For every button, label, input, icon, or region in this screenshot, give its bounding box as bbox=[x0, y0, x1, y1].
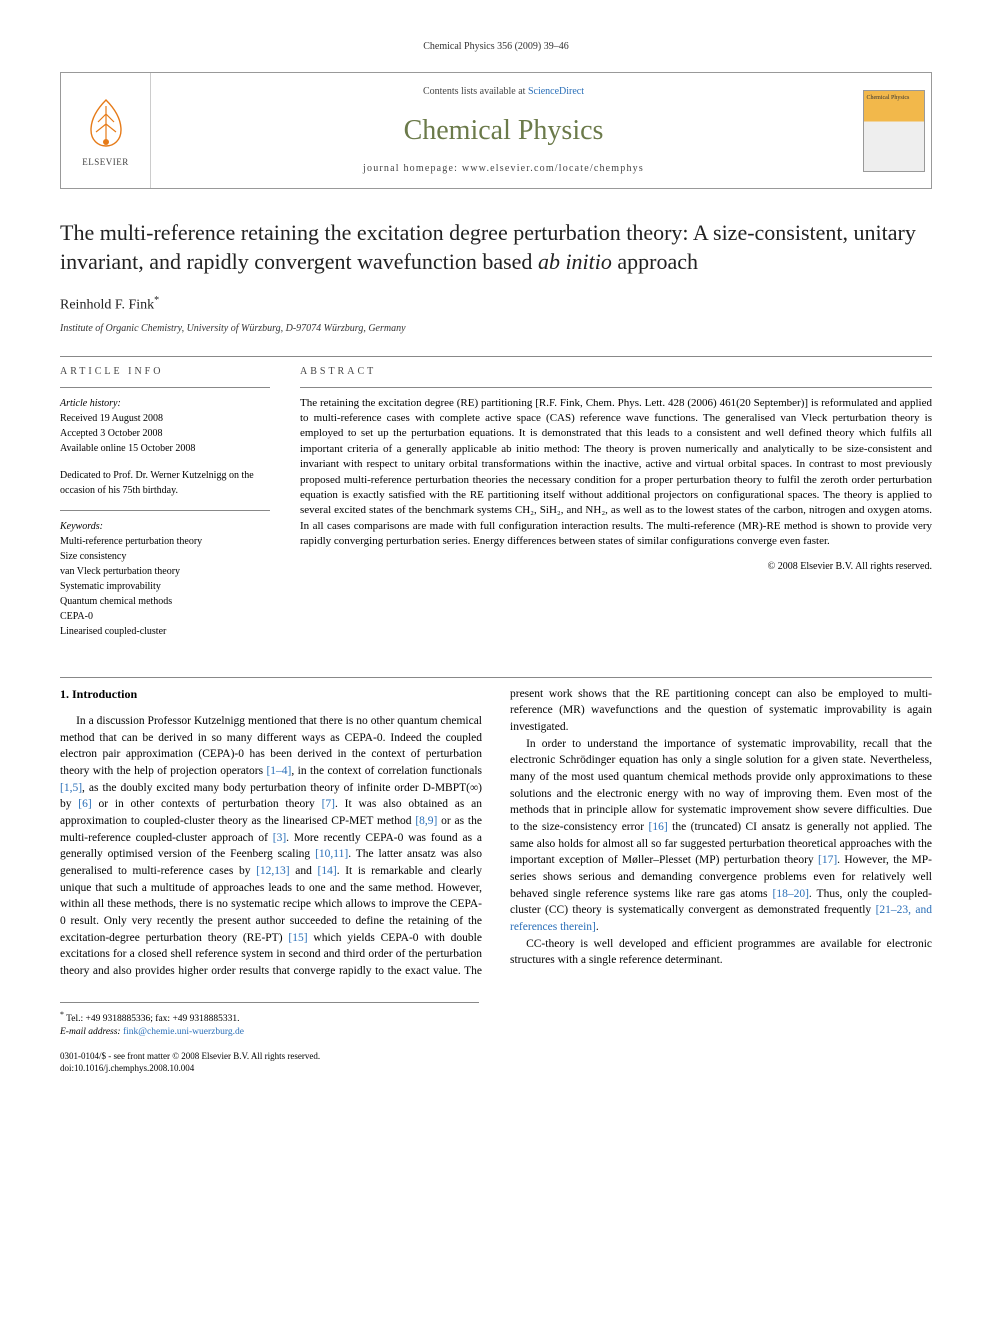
doi-block: 0301-0104/$ - see front matter © 2008 El… bbox=[60, 1050, 932, 1075]
cover-thumbnail-block: Chemical Physics bbox=[856, 73, 931, 188]
keywords-list: Multi-reference perturbation theorySize … bbox=[60, 534, 270, 639]
abstract-label: ABSTRACT bbox=[300, 365, 932, 379]
abstract-column: ABSTRACT The retaining the excitation de… bbox=[300, 365, 932, 651]
footnote-email-line: E-mail address: fink@chemie.uni-wuerzbur… bbox=[60, 1026, 479, 1039]
author-affiliation: Institute of Organic Chemistry, Universi… bbox=[60, 322, 932, 336]
history-label: Article history: bbox=[60, 396, 270, 411]
divider bbox=[60, 677, 932, 678]
section-heading-introduction: 1. Introduction bbox=[60, 686, 482, 703]
journal-homepage-line: journal homepage: www.elsevier.com/locat… bbox=[151, 162, 856, 176]
abstract-text: The retaining the excitation degree (RE)… bbox=[300, 396, 932, 550]
received-date: Received 19 August 2008 bbox=[60, 411, 270, 426]
elsevier-tree-icon bbox=[76, 92, 136, 152]
keyword-item: Systematic improvability bbox=[60, 579, 270, 594]
author-note-marker: * bbox=[154, 295, 159, 306]
author-text: Reinhold F. Fink bbox=[60, 298, 154, 313]
doi-line: doi:10.1016/j.chemphys.2008.10.004 bbox=[60, 1062, 932, 1075]
sciencedirect-link[interactable]: ScienceDirect bbox=[528, 86, 584, 97]
email-label: E-mail address: bbox=[60, 1027, 121, 1037]
divider bbox=[60, 356, 932, 357]
keywords-block: Keywords: Multi-reference perturbation t… bbox=[60, 519, 270, 639]
front-matter-line: 0301-0104/$ - see front matter © 2008 El… bbox=[60, 1050, 932, 1063]
article-info-label: ARTICLE INFO bbox=[60, 365, 270, 379]
journal-cover-thumbnail: Chemical Physics bbox=[863, 90, 925, 172]
journal-name: Chemical Physics bbox=[151, 111, 856, 150]
article-history-block: Article history: Received 19 August 2008… bbox=[60, 396, 270, 456]
publisher-logo-block: ELSEVIER bbox=[61, 73, 151, 188]
homepage-url: www.elsevier.com/locate/chemphys bbox=[462, 163, 644, 174]
contents-available-line: Contents lists available at ScienceDirec… bbox=[151, 85, 856, 99]
running-head: Chemical Physics 356 (2009) 39–46 bbox=[60, 40, 932, 54]
intro-paragraph-2: In order to understand the importance of… bbox=[510, 736, 932, 936]
info-abstract-row: ARTICLE INFO Article history: Received 1… bbox=[60, 365, 932, 651]
contents-prefix: Contents lists available at bbox=[423, 86, 528, 97]
divider bbox=[60, 510, 270, 511]
keyword-item: Linearised coupled-cluster bbox=[60, 624, 270, 639]
divider bbox=[300, 387, 932, 388]
author-email[interactable]: fink@chemie.uni-wuerzburg.de bbox=[123, 1027, 244, 1037]
publisher-name: ELSEVIER bbox=[82, 156, 129, 169]
article-info-column: ARTICLE INFO Article history: Received 1… bbox=[60, 365, 270, 651]
keyword-item: CEPA-0 bbox=[60, 609, 270, 624]
footnote-marker: * bbox=[60, 1010, 64, 1019]
footnote-line: * Tel.: +49 9318885336; fax: +49 9318885… bbox=[60, 1009, 479, 1026]
keyword-item: Quantum chemical methods bbox=[60, 594, 270, 609]
online-date: Available online 15 October 2008 bbox=[60, 441, 270, 456]
dedication-block: Dedicated to Prof. Dr. Werner Kutzelnigg… bbox=[60, 468, 270, 498]
intro-paragraph-3: CC-theory is well developed and efficien… bbox=[510, 936, 932, 969]
homepage-prefix: journal homepage: bbox=[363, 163, 462, 174]
body-two-columns: 1. Introduction In a discussion Professo… bbox=[60, 686, 932, 980]
keyword-item: Multi-reference perturbation theory bbox=[60, 534, 270, 549]
keywords-label: Keywords: bbox=[60, 519, 270, 534]
article-title: The multi-reference retaining the excita… bbox=[60, 219, 932, 276]
divider bbox=[60, 387, 270, 388]
footnote-tel: Tel.: +49 9318885336; fax: +49 931888533… bbox=[66, 1014, 239, 1024]
masthead-center: Contents lists available at ScienceDirec… bbox=[151, 73, 856, 188]
author-name: Reinhold F. Fink* bbox=[60, 294, 932, 315]
keyword-item: Size consistency bbox=[60, 549, 270, 564]
keyword-item: van Vleck perturbation theory bbox=[60, 564, 270, 579]
corresponding-author-footnote: * Tel.: +49 9318885336; fax: +49 9318885… bbox=[60, 1002, 479, 1040]
abstract-copyright: © 2008 Elsevier B.V. All rights reserved… bbox=[300, 560, 932, 574]
masthead: ELSEVIER Contents lists available at Sci… bbox=[60, 72, 932, 189]
accepted-date: Accepted 3 October 2008 bbox=[60, 426, 270, 441]
